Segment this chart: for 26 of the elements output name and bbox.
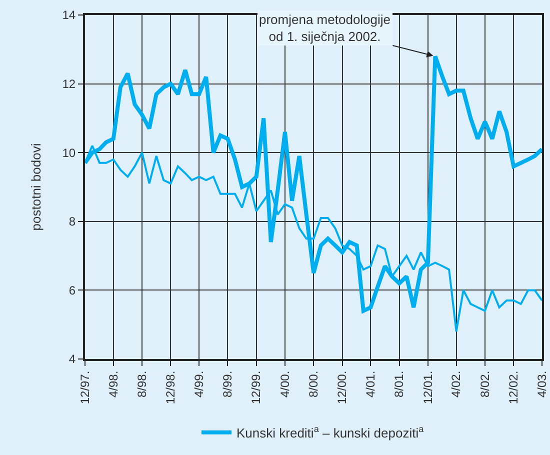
y-tick-label: 8	[68, 214, 76, 229]
x-tick-label: 4/03.	[534, 370, 549, 398]
y-axis-title: postotni bodovi	[28, 143, 44, 231]
x-tick-label: 12/98.	[164, 370, 178, 404]
x-tick-label: 8/01.	[392, 370, 406, 398]
x-tick-label: 8/02.	[478, 370, 492, 398]
x-tick-label: 12/01.	[420, 370, 435, 404]
x-tick-label: 12/00.	[335, 370, 350, 404]
y-tick-label: 14	[62, 8, 76, 22]
x-tick-label: 8/98.	[134, 370, 149, 398]
y-tick-label: 10	[62, 146, 76, 160]
x-tick-label: 4/98.	[106, 370, 120, 398]
x-tick-label: 12/02.	[506, 370, 520, 404]
x-tick-label: 4/01.	[364, 370, 378, 398]
x-tick-label: 8/00.	[306, 370, 321, 398]
x-tick-label: 4/02.	[449, 370, 464, 398]
x-tick-label: 4/99.	[192, 370, 206, 398]
x-tick-label: 12/99.	[249, 370, 264, 404]
x-tick-label: 12/97.	[78, 370, 92, 404]
legend-label: Kunski krediti$^{a}$ – kunski depoziti$^{a}$	[236, 424, 425, 440]
y-tick-label: 4	[68, 352, 76, 366]
x-tick-label: 4/00.	[278, 370, 292, 398]
annotation: promjena metodologije od 1. siječnja 2002.	[259, 12, 391, 44]
y-tick-label: 12	[62, 77, 76, 91]
y-tick-label: 6	[68, 283, 76, 298]
x-tick-label: 8/99.	[220, 370, 235, 398]
